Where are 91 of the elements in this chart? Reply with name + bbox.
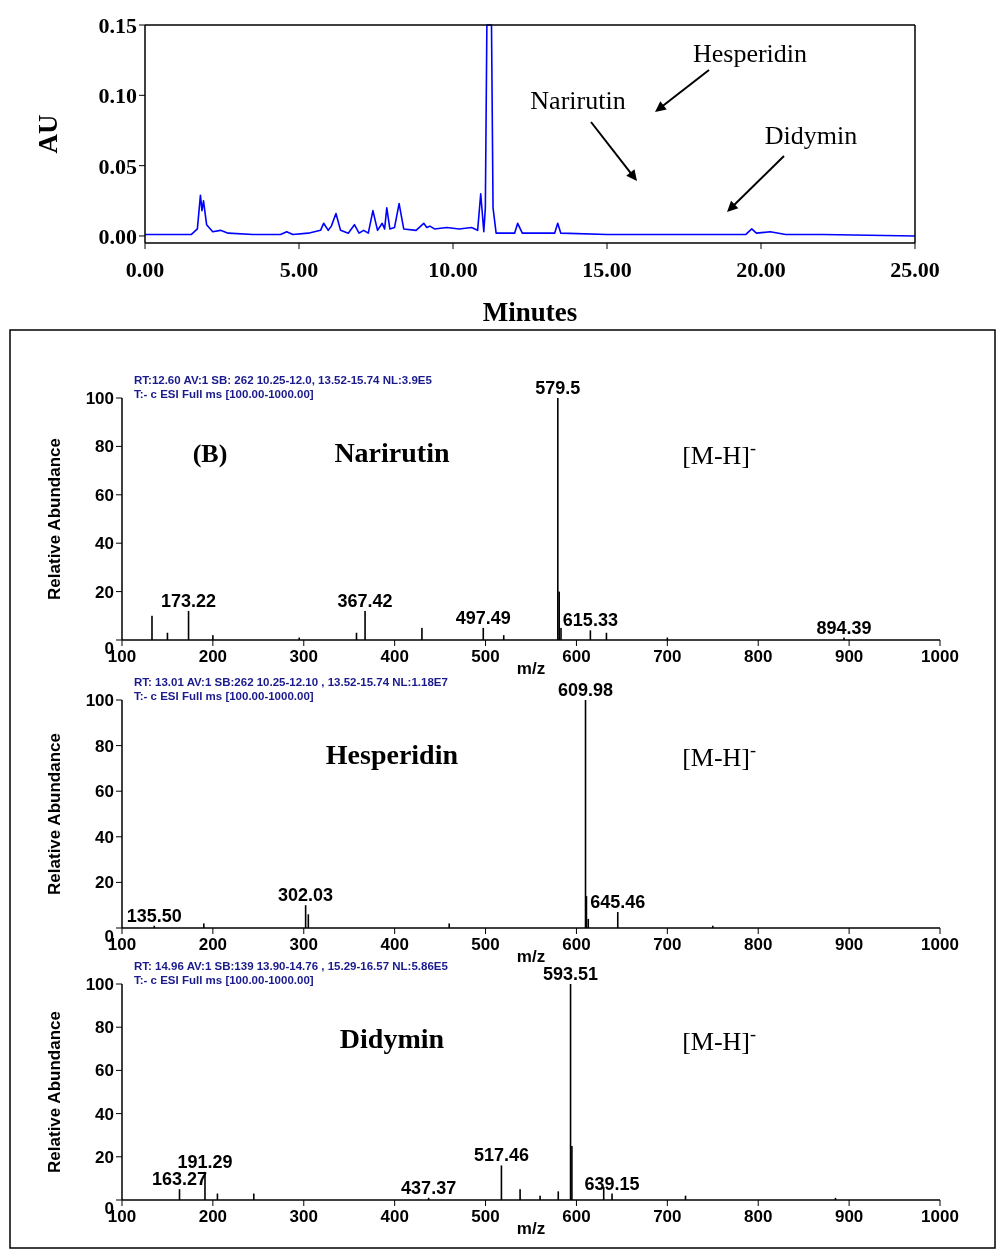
annotation: (B) [192, 439, 228, 468]
y-tick-label: 40 [95, 827, 114, 847]
annotation: T:- c ESI Full ms [100.00-1000.00] [134, 974, 314, 986]
x-tick-label: 600 [562, 1207, 591, 1226]
y-tick-label: 0.15 [98, 13, 137, 38]
x-tick-label: 0.00 [125, 257, 165, 282]
y-tick-label: 40 [95, 534, 114, 554]
y-tick-label: 20 [95, 873, 114, 893]
x-tick-label: 300 [289, 647, 318, 666]
x-tick-label: 800 [744, 647, 773, 666]
x-tick-label: 500 [471, 1207, 500, 1226]
annotation: Hesperidin [692, 39, 808, 68]
x-tick-label: 900 [834, 1207, 864, 1226]
text: RT: 14.96 AV:1 SB:139 13.90-14.76 , 15.29-16.57 NL:5.86E5 [134, 960, 449, 972]
text: RT:12.60 AV:1 SB: 262 10.25-12.0, 13.52-15.74 NL:3.9E5 [134, 374, 433, 386]
y-tick-label: 0.00 [98, 223, 137, 249]
annotation: 437.37 [401, 1177, 457, 1198]
x-tick-label: 25.00 [890, 257, 940, 282]
x-tick-label: 700 [653, 1207, 682, 1226]
x-tick-label: 900 [834, 935, 864, 954]
annotation: 894.39 [816, 617, 872, 638]
annotation: Didymin [764, 121, 858, 150]
x-tick-label: 1000 [921, 647, 959, 666]
y-tick-label: 20 [95, 582, 114, 602]
y-axis-title: Relative Abundance [45, 1011, 64, 1173]
y-axis-title: Relative Abundance [45, 733, 64, 895]
annotation: 615.33 [562, 610, 618, 631]
annotation: Didymin [339, 1023, 445, 1054]
x-tick-label: 300 [289, 935, 318, 954]
annotation: 191.29 [177, 1151, 233, 1172]
annotation: Narirutin [334, 437, 450, 468]
x-tick-label: 900 [834, 647, 864, 666]
y-tick-label: 80 [95, 437, 114, 457]
y-tick-label: 0.10 [98, 83, 137, 109]
x-tick-label: 15.00 [582, 257, 632, 282]
x-tick-label: 800 [744, 935, 773, 954]
annotation: 517.46 [473, 1145, 529, 1166]
x-tick-label: 200 [198, 935, 228, 954]
x-tick-label: 500 [471, 935, 500, 954]
y-tick-label: 0.05 [98, 153, 137, 179]
y-tick-label: 80 [95, 1018, 114, 1038]
annotation: 135.50 [126, 905, 182, 926]
y-tick-label: 80 [95, 736, 114, 756]
x-axis-title: m/z [516, 1219, 546, 1238]
annotation: 593.51 [543, 964, 599, 984]
x-tick-label: 700 [653, 935, 682, 954]
x-tick-label: 400 [380, 647, 409, 666]
y-tick-label: 20 [95, 1147, 114, 1167]
annotation: Narirutin [530, 86, 626, 115]
y-tick-label: 60 [95, 485, 114, 505]
x-tick-label: 200 [198, 647, 228, 666]
x-tick-label: 400 [380, 1207, 409, 1226]
x-tick-label: 300 [289, 1207, 318, 1226]
annotation: [M-H]$^{-}$ [682, 1024, 757, 1056]
x-tick-label: 200 [198, 1207, 228, 1226]
y-tick-label: 100 [85, 389, 114, 408]
x-axis-title: m/z [516, 659, 546, 678]
annotation: 173.22 [161, 590, 217, 611]
y-tick-label: 40 [95, 1104, 114, 1124]
annotation: T:- c ESI Full ms [100.00-1000.00] [134, 690, 314, 702]
annotation: 579.5 [535, 378, 581, 398]
y-axis-title: Relative Abundance [45, 438, 64, 600]
x-tick-label: 600 [562, 935, 591, 954]
x-tick-label: 400 [380, 935, 409, 954]
annotation: Hesperidin [325, 739, 459, 770]
annotation: 609.98 [557, 680, 614, 700]
y-tick-label: 100 [85, 691, 114, 710]
annotation: 497.49 [455, 607, 511, 628]
y-axis-title: AU [33, 114, 63, 154]
annotation: 367.42 [337, 590, 393, 611]
annotation: 645.46 [590, 892, 646, 913]
annotation: 302.03 [278, 885, 334, 906]
x-tick-label: 800 [744, 1207, 773, 1226]
x-axis-title: Minutes [482, 297, 578, 327]
x-tick-label: 5.00 [279, 257, 319, 282]
x-tick-label: 500 [471, 647, 500, 666]
x-tick-label: 1000 [921, 1207, 959, 1226]
annotation: 639.15 [584, 1173, 640, 1194]
annotation: [M-H]$^{-}$ [682, 438, 757, 470]
x-tick-label: 1000 [921, 935, 959, 954]
x-axis-title: m/z [516, 947, 546, 966]
x-tick-label: 10.00 [428, 257, 478, 282]
annotation: [M-H]$^{-}$ [682, 740, 757, 772]
annotation: T:- c ESI Full ms [100.00-1000.00] [134, 388, 314, 400]
y-tick-label: 100 [85, 975, 114, 994]
y-tick-label: 60 [95, 1061, 114, 1081]
x-tick-label: 600 [562, 647, 591, 666]
text: RT: 13.01 AV:1 SB:262 10.25-12.10 , 13.52-15.74 NL:1.18E7 [134, 676, 448, 688]
x-tick-label: 700 [653, 647, 682, 666]
x-tick-label: 20.00 [736, 257, 786, 282]
y-tick-label: 60 [95, 782, 114, 802]
